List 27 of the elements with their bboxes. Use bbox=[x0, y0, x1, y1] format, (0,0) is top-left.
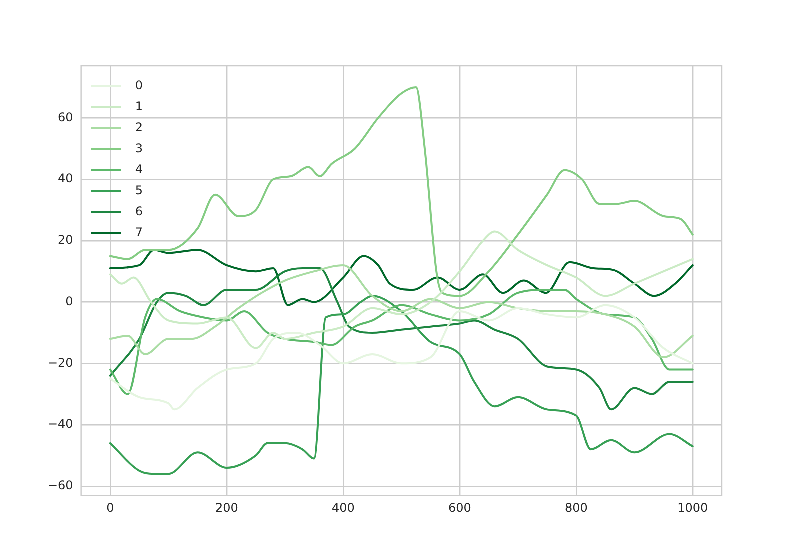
legend-label: 3 bbox=[135, 142, 143, 156]
line-series bbox=[109, 304, 694, 411]
legend-label: 0 bbox=[135, 78, 143, 93]
line-series bbox=[109, 249, 694, 306]
legend-label: 6 bbox=[135, 204, 143, 219]
legend-label: 5 bbox=[135, 184, 143, 198]
x-tick-label: 0 bbox=[106, 500, 114, 515]
y-tick-label: −20 bbox=[48, 356, 74, 370]
legend-label: 7 bbox=[135, 226, 143, 240]
y-tick-label: 0 bbox=[66, 294, 74, 308]
y-tick-label: 40 bbox=[58, 172, 74, 186]
y-tick-label: 20 bbox=[58, 233, 74, 248]
line-series bbox=[109, 289, 694, 396]
legend-label: 1 bbox=[135, 100, 143, 114]
x-tick-label: 800 bbox=[564, 500, 588, 515]
x-tick-label: 600 bbox=[448, 500, 472, 515]
x-tick-label: 1000 bbox=[678, 500, 708, 515]
y-tick-label: 60 bbox=[58, 110, 74, 124]
y-tick-label: −60 bbox=[48, 478, 74, 493]
y-tick-label: −40 bbox=[48, 417, 74, 432]
line-series bbox=[109, 295, 694, 476]
legend-label: 2 bbox=[135, 120, 143, 135]
x-tick-label: 200 bbox=[215, 500, 238, 515]
line-series bbox=[109, 268, 694, 411]
legend-label: 4 bbox=[135, 162, 143, 177]
line-series bbox=[109, 264, 694, 359]
x-tick-label: 400 bbox=[332, 500, 355, 515]
